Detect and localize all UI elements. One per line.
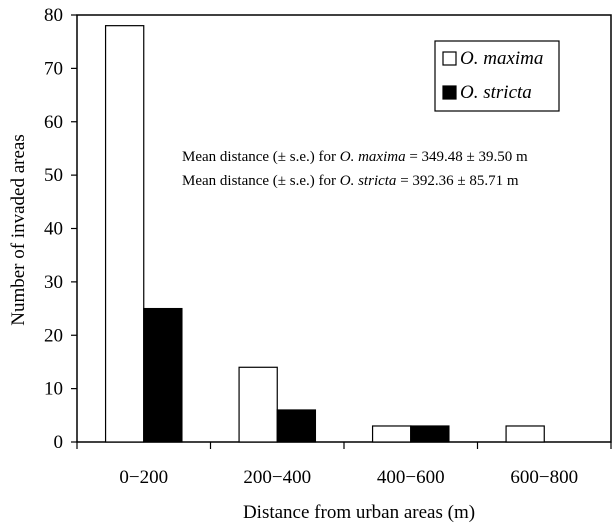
y-tick-label: 20 — [44, 325, 63, 346]
y-tick-label: 0 — [54, 432, 64, 453]
x-axis: 0−200 200−400 400−600 600−800 — [76, 442, 612, 488]
y-axis: 0 10 20 30 40 50 60 70 80 — [44, 5, 77, 453]
bars — [104, 25, 545, 443]
y-tick-label: 10 — [44, 379, 63, 400]
y-tick-label: 80 — [44, 5, 63, 26]
x-tick-label: 400−600 — [377, 467, 445, 488]
y-tick-label: 30 — [44, 272, 63, 293]
annotation-maxima: Mean distance (± s.e.) for O. maxima = 3… — [182, 149, 528, 165]
bar-o-stricta — [276, 409, 317, 443]
legend-swatch-stricta — [442, 85, 457, 100]
y-tick-label: 40 — [44, 219, 63, 240]
bar-o-maxima — [371, 425, 412, 443]
legend-label-stricta: O. stricta — [460, 82, 532, 103]
legend: O. maxima O. stricta — [434, 40, 560, 112]
x-tick-label: 0−200 — [119, 467, 168, 488]
legend-swatch-maxima — [442, 51, 457, 66]
bar-o-stricta — [143, 307, 183, 443]
annotation-stricta: Mean distance (± s.e.) for O. stricta = … — [182, 173, 519, 189]
y-tick-label: 70 — [44, 58, 63, 79]
bar-o-stricta — [410, 425, 450, 443]
x-tick-label: 200−400 — [243, 467, 311, 488]
legend-label-maxima: O. maxima — [460, 48, 543, 69]
bar-o-maxima — [238, 366, 278, 443]
bar-o-maxima — [104, 25, 145, 443]
mean-distance-annotations: Mean distance (± s.e.) for O. maxima = 3… — [182, 149, 528, 189]
x-tick-label: 600−800 — [510, 467, 578, 488]
y-axis-title: Number of invaded areas — [8, 134, 29, 326]
y-tick-label: 60 — [44, 112, 63, 133]
y-tick-label: 50 — [44, 165, 63, 186]
bar-o-maxima — [505, 425, 545, 443]
x-axis-title: Distance from urban areas (m) — [243, 502, 475, 523]
